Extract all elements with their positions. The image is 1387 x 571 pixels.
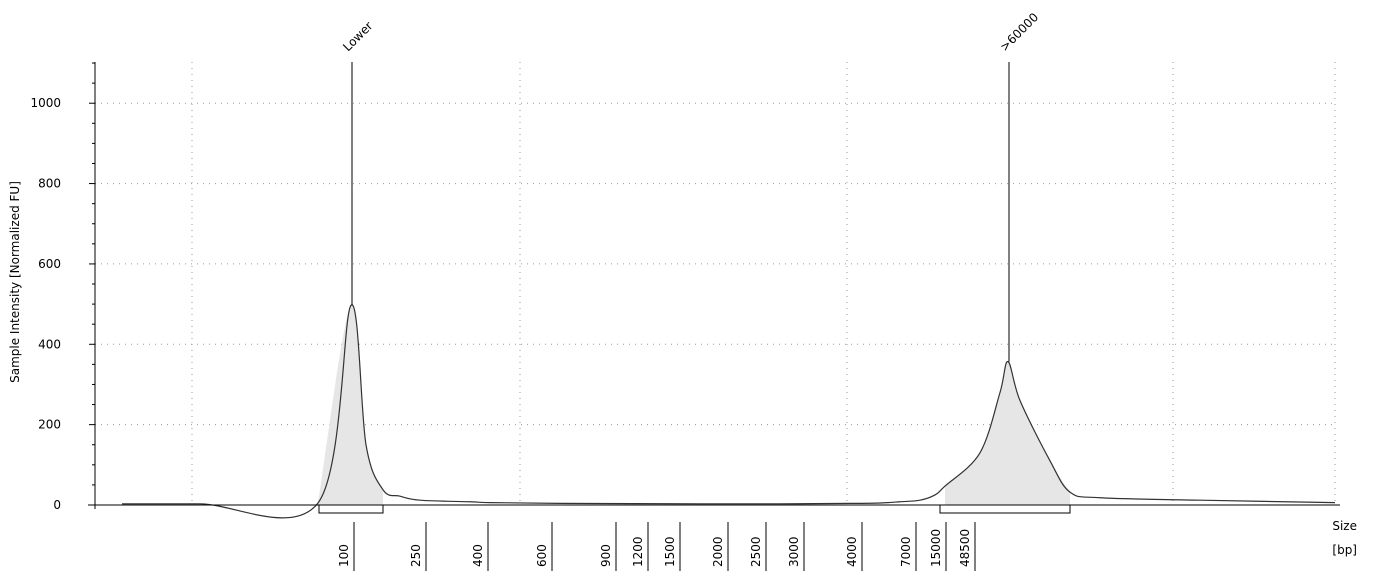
lower-peak-fill — [318, 304, 383, 505]
peak-label: >60000 — [997, 10, 1041, 54]
y-tick-label: 400 — [38, 337, 61, 351]
trace-line — [121, 304, 1336, 519]
y-tick-label: 0 — [53, 498, 61, 512]
high-marker-region — [939, 504, 1071, 514]
ladder-tick-label: 1200 — [631, 536, 645, 567]
ladder-tick-label: 100 — [337, 544, 351, 567]
y-tick-label: 600 — [38, 257, 61, 271]
ladder-tick-label: 7000 — [899, 536, 913, 567]
ladder-tick-label: 600 — [535, 544, 549, 567]
ladder-tick-label: 1500 — [663, 536, 677, 567]
x-axis-label-unit: [bp] — [1332, 543, 1357, 557]
ladder-tick-label: 400 — [471, 544, 485, 567]
ladder-tick-label: 4000 — [845, 536, 859, 567]
high-peak-fill — [945, 361, 1070, 505]
peak-markers: Lower >60000 — [340, 10, 1041, 362]
ladder-tick-label: 2500 — [749, 536, 763, 567]
ladder-tick-label: 15000 — [929, 529, 943, 567]
lower-marker-region — [318, 504, 384, 514]
intensity-trace — [121, 304, 1336, 519]
ladder-tick-label: 2000 — [711, 536, 725, 567]
y-tick-label: 800 — [38, 177, 61, 191]
y-tick-label: 1000 — [30, 96, 61, 110]
y-axis-label: Sample Intensity [Normalized FU] — [8, 181, 22, 383]
peak-label: Lower — [340, 19, 375, 54]
ladder-tick-label: 48500 — [958, 529, 972, 567]
x-axis-label-size: Size — [1332, 519, 1357, 533]
ladder-tick-label: 250 — [409, 544, 423, 567]
y-axis: 0 200 400 600 800 1000 — [30, 62, 96, 512]
ladder-tick-label: 900 — [599, 544, 613, 567]
ladder-tick-label: 3000 — [787, 536, 801, 567]
y-tick-label: 200 — [38, 418, 61, 432]
grid-lines — [95, 62, 1336, 505]
x-axis: 100 250 400 600 900 1200 1500 2000 2500 3000 4000 7… — [88, 504, 1340, 571]
